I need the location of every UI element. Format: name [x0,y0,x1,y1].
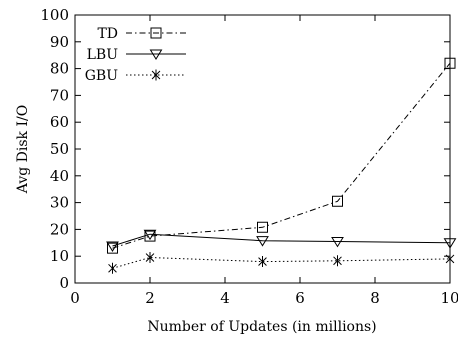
x-tick-label: 0 [70,289,80,307]
data-point-lbu [106,241,119,252]
y-tick-label: 0 [59,274,69,292]
data-point-td [332,195,343,207]
y-tick-label: 80 [50,60,69,78]
legend-label-gbu: GBU [85,68,118,84]
data-point-gbu [108,262,117,274]
y-tick-label: 50 [50,140,69,158]
x-axis-title: Number of Updates (in millions) [147,319,376,335]
series-line-lbu [112,233,451,247]
legend-entry-lbu: LBU [87,47,186,63]
data-point-gbu [145,252,155,264]
data-point-gbu [333,255,342,267]
legend-label-td: TD [97,26,118,42]
x-tick-label: 4 [220,289,230,307]
data-point-lbu [443,238,457,249]
y-axis-title: Avg Disk I/O [15,105,31,194]
legend-marker-lbu [149,49,163,60]
y-tick-label: 100 [40,6,69,24]
series-line-td [112,62,451,249]
plot-frame [74,14,451,284]
series-td [107,57,456,254]
legend: TD LBU GBU [85,26,186,84]
data-point-gbu [258,256,267,268]
series [106,57,457,274]
legend-marker-gbu [151,69,161,81]
legend-entry-td: TD [97,26,186,42]
data-point-lbu [331,236,344,248]
x-tick-label: 8 [370,289,380,307]
x-tick-label: 2 [145,289,155,307]
x-tick-label: 10 [440,289,458,307]
y-tick-label: 10 [50,247,69,265]
series-line-gbu [112,256,451,269]
legend-entry-gbu: GBU [85,68,186,84]
data-point-td [257,221,268,233]
axes [74,14,451,284]
legend-label-lbu: LBU [87,47,119,63]
series-gbu [108,252,455,274]
data-point-td [107,242,118,254]
legend-marker-td [150,27,162,39]
y-tick-label: 20 [50,220,69,238]
y-tick-label: 40 [50,167,69,185]
series-lbu [106,229,457,252]
data-point-lbu [143,229,157,241]
y-tick-label: 90 [50,33,69,51]
data-point-td [444,57,456,69]
data-point-gbu [445,253,455,265]
y-tick-label: 60 [50,113,69,131]
y-tick-label: 30 [50,194,69,212]
x-tick-label: 6 [295,289,305,307]
data-point-lbu [256,236,269,247]
y-tick-label: 70 [50,86,69,104]
